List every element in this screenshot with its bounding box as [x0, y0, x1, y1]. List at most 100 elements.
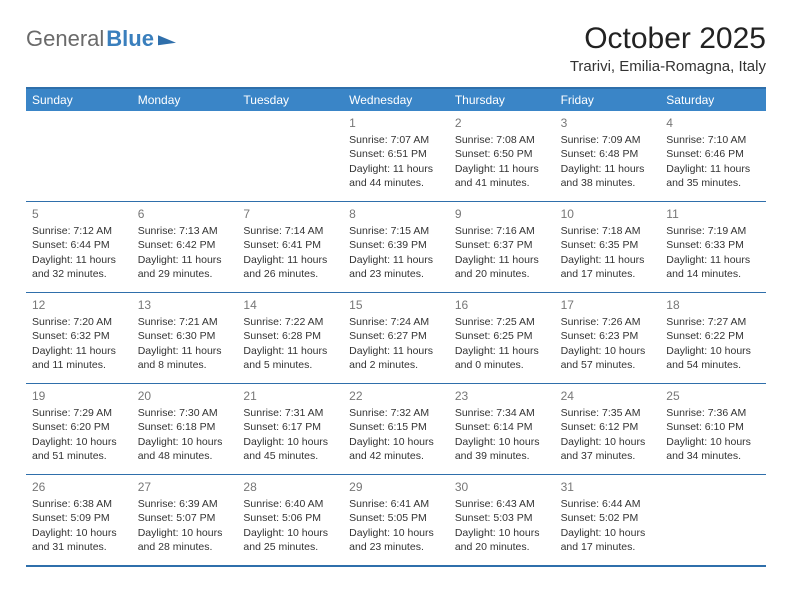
sunset-text: Sunset: 6:10 PM: [666, 420, 760, 434]
sunset-text: Sunset: 6:14 PM: [455, 420, 549, 434]
daylight1-text: Daylight: 11 hours: [243, 253, 337, 267]
daylight1-text: Daylight: 11 hours: [349, 253, 443, 267]
daylight1-text: Daylight: 10 hours: [561, 526, 655, 540]
weekday-friday: Friday: [555, 89, 661, 111]
sunrise-text: Sunrise: 7:31 AM: [243, 406, 337, 420]
day-cell: 10Sunrise: 7:18 AMSunset: 6:35 PMDayligh…: [555, 202, 661, 292]
day-cell: 15Sunrise: 7:24 AMSunset: 6:27 PMDayligh…: [343, 293, 449, 383]
daylight1-text: Daylight: 11 hours: [349, 344, 443, 358]
sunset-text: Sunset: 6:17 PM: [243, 420, 337, 434]
day-cell: 2Sunrise: 7:08 AMSunset: 6:50 PMDaylight…: [449, 111, 555, 201]
daylight2-text: and 32 minutes.: [32, 267, 126, 281]
day-cell: 12Sunrise: 7:20 AMSunset: 6:32 PMDayligh…: [26, 293, 132, 383]
day-cell: 5Sunrise: 7:12 AMSunset: 6:44 PMDaylight…: [26, 202, 132, 292]
sunrise-text: Sunrise: 6:38 AM: [32, 497, 126, 511]
daylight1-text: Daylight: 10 hours: [455, 435, 549, 449]
sunset-text: Sunset: 6:18 PM: [138, 420, 232, 434]
day-number: 6: [138, 206, 232, 222]
day-cell: 7Sunrise: 7:14 AMSunset: 6:41 PMDaylight…: [237, 202, 343, 292]
day-number: 18: [666, 297, 760, 313]
sunrise-text: Sunrise: 7:07 AM: [349, 133, 443, 147]
day-cell: 20Sunrise: 7:30 AMSunset: 6:18 PMDayligh…: [132, 384, 238, 474]
sunrise-text: Sunrise: 6:41 AM: [349, 497, 443, 511]
sunset-text: Sunset: 6:50 PM: [455, 147, 549, 161]
daylight1-text: Daylight: 10 hours: [243, 435, 337, 449]
sunrise-text: Sunrise: 7:12 AM: [32, 224, 126, 238]
week-row: 12Sunrise: 7:20 AMSunset: 6:32 PMDayligh…: [26, 292, 766, 383]
weekday-sunday: Sunday: [26, 89, 132, 111]
daylight2-text: and 45 minutes.: [243, 449, 337, 463]
sunrise-text: Sunrise: 7:24 AM: [349, 315, 443, 329]
sunset-text: Sunset: 5:06 PM: [243, 511, 337, 525]
weekday-tuesday: Tuesday: [237, 89, 343, 111]
weekday-thursday: Thursday: [449, 89, 555, 111]
month-title: October 2025: [570, 22, 766, 56]
daylight2-text: and 29 minutes.: [138, 267, 232, 281]
sunrise-text: Sunrise: 7:36 AM: [666, 406, 760, 420]
daylight2-text: and 17 minutes.: [561, 267, 655, 281]
sunrise-text: Sunrise: 7:22 AM: [243, 315, 337, 329]
sunrise-text: Sunrise: 7:15 AM: [349, 224, 443, 238]
daylight2-text: and 8 minutes.: [138, 358, 232, 372]
daylight1-text: Daylight: 11 hours: [666, 253, 760, 267]
daylight2-text: and 48 minutes.: [138, 449, 232, 463]
sunset-text: Sunset: 5:05 PM: [349, 511, 443, 525]
day-cell: [660, 475, 766, 565]
sunset-text: Sunset: 5:03 PM: [455, 511, 549, 525]
daylight1-text: Daylight: 11 hours: [455, 344, 549, 358]
sunset-text: Sunset: 6:28 PM: [243, 329, 337, 343]
sunset-text: Sunset: 5:07 PM: [138, 511, 232, 525]
sunset-text: Sunset: 6:33 PM: [666, 238, 760, 252]
sunset-text: Sunset: 6:25 PM: [455, 329, 549, 343]
sunset-text: Sunset: 6:46 PM: [666, 147, 760, 161]
daylight1-text: Daylight: 11 hours: [349, 162, 443, 176]
daylight2-text: and 41 minutes.: [455, 176, 549, 190]
sunrise-text: Sunrise: 7:27 AM: [666, 315, 760, 329]
day-cell: 21Sunrise: 7:31 AMSunset: 6:17 PMDayligh…: [237, 384, 343, 474]
sunrise-text: Sunrise: 7:18 AM: [561, 224, 655, 238]
week-row: 26Sunrise: 6:38 AMSunset: 5:09 PMDayligh…: [26, 474, 766, 565]
day-number: 20: [138, 388, 232, 404]
sunset-text: Sunset: 6:32 PM: [32, 329, 126, 343]
sunrise-text: Sunrise: 7:10 AM: [666, 133, 760, 147]
sunset-text: Sunset: 6:35 PM: [561, 238, 655, 252]
day-number: 29: [349, 479, 443, 495]
sunrise-text: Sunrise: 7:08 AM: [455, 133, 549, 147]
sunset-text: Sunset: 6:30 PM: [138, 329, 232, 343]
weekday-monday: Monday: [132, 89, 238, 111]
sunrise-text: Sunrise: 7:19 AM: [666, 224, 760, 238]
location-label: Trarivi, Emilia-Romagna, Italy: [570, 58, 766, 75]
day-number: 3: [561, 115, 655, 131]
daylight2-text: and 11 minutes.: [32, 358, 126, 372]
daylight1-text: Daylight: 11 hours: [32, 344, 126, 358]
day-number: 28: [243, 479, 337, 495]
page: GeneralBlue October 2025 Trarivi, Emilia…: [0, 0, 792, 589]
sunset-text: Sunset: 6:44 PM: [32, 238, 126, 252]
daylight2-text: and 28 minutes.: [138, 540, 232, 554]
day-number: 19: [32, 388, 126, 404]
day-number: 30: [455, 479, 549, 495]
daylight1-text: Daylight: 11 hours: [455, 253, 549, 267]
day-cell: 25Sunrise: 7:36 AMSunset: 6:10 PMDayligh…: [660, 384, 766, 474]
week-row: 1Sunrise: 7:07 AMSunset: 6:51 PMDaylight…: [26, 111, 766, 201]
sunset-text: Sunset: 5:09 PM: [32, 511, 126, 525]
day-number: 16: [455, 297, 549, 313]
daylight2-text: and 20 minutes.: [455, 267, 549, 281]
daylight1-text: Daylight: 10 hours: [561, 344, 655, 358]
day-number: 23: [455, 388, 549, 404]
day-cell: 11Sunrise: 7:19 AMSunset: 6:33 PMDayligh…: [660, 202, 766, 292]
day-cell: [132, 111, 238, 201]
sunrise-text: Sunrise: 6:39 AM: [138, 497, 232, 511]
daylight1-text: Daylight: 11 hours: [138, 344, 232, 358]
daylight1-text: Daylight: 11 hours: [561, 162, 655, 176]
daylight2-text: and 17 minutes.: [561, 540, 655, 554]
sunset-text: Sunset: 6:23 PM: [561, 329, 655, 343]
day-number: 5: [32, 206, 126, 222]
day-number: 10: [561, 206, 655, 222]
day-cell: 9Sunrise: 7:16 AMSunset: 6:37 PMDaylight…: [449, 202, 555, 292]
logo-text-blue: Blue: [106, 26, 154, 52]
daylight2-text: and 5 minutes.: [243, 358, 337, 372]
logo-text-general: General: [26, 26, 104, 52]
daylight2-text: and 23 minutes.: [349, 540, 443, 554]
sunset-text: Sunset: 6:48 PM: [561, 147, 655, 161]
